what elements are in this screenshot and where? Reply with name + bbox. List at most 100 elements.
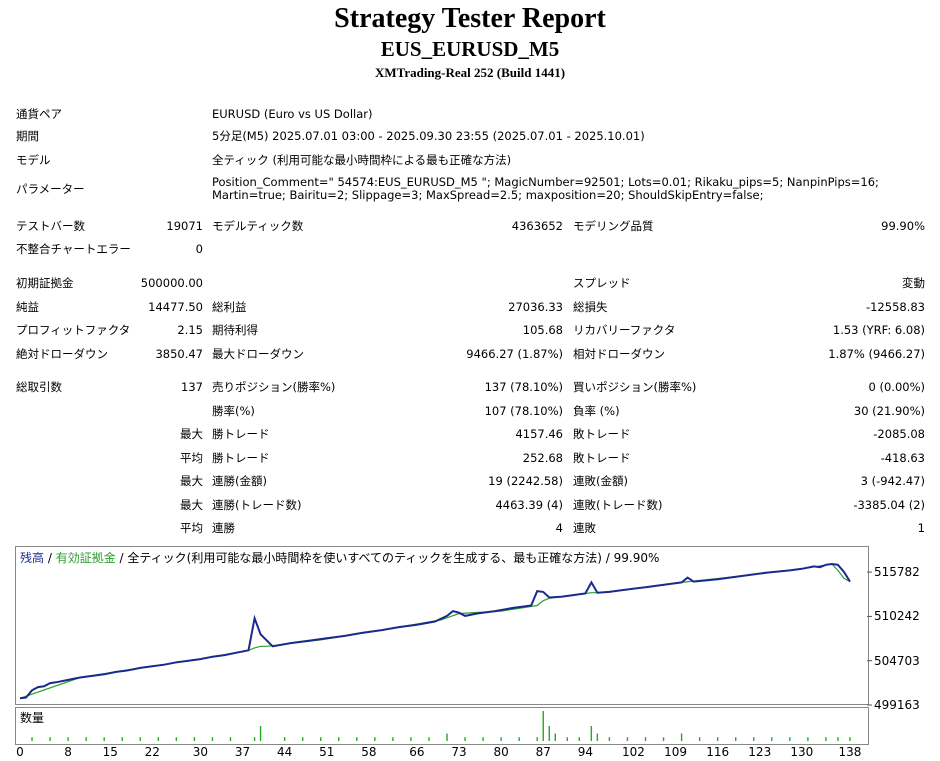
pf-label: プロフィットファクタ — [16, 323, 131, 337]
x-tick-label: 130 — [790, 745, 814, 759]
largest-win-label: 勝トレード — [212, 427, 270, 441]
gross-profit-label: 総利益 — [212, 300, 247, 314]
payoff-value: 105.68 — [522, 323, 563, 337]
cons-wins-amt-label: 連勝(金額) — [212, 474, 267, 488]
avg-loss-label: 敗トレード — [573, 451, 631, 465]
total-trades-value: 137 — [181, 380, 203, 394]
avg-cons-losses-label: 連敗 — [573, 521, 596, 535]
ticks-value: 4363652 — [511, 219, 563, 233]
recovery-value: 1.53 (YRF: 6.08) — [832, 323, 925, 337]
largest-loss-label: 敗トレード — [573, 427, 631, 441]
mismatch-value: 0 — [195, 242, 203, 256]
legend-model: 全ティック(利用可能な最小時間枠を使いすべてのティックを生成する、最も正確な方法… — [127, 551, 660, 565]
x-tick-label: 109 — [664, 745, 687, 759]
x-tick-label: 0 — [16, 745, 24, 759]
x-tick-label: 123 — [748, 745, 772, 759]
legend-equity: 有効証拠金 — [55, 551, 116, 565]
gross-loss-label: 総損失 — [573, 300, 608, 314]
cons-wins-amt-value: 19 (2242.58) — [488, 474, 563, 488]
x-tick-label: 102 — [622, 745, 645, 759]
avg-win-label: 勝トレード — [212, 451, 270, 465]
x-tick-label: 116 — [706, 745, 730, 759]
avg-loss-value: -418.63 — [880, 451, 925, 465]
avg-cons-wins-label: 連勝 — [212, 521, 235, 535]
bars-value: 19071 — [166, 219, 203, 233]
params-label: パラメーター — [16, 182, 85, 196]
long-value: 0 (0.00%) — [868, 380, 925, 394]
y-tick-label: 504703 — [874, 653, 920, 668]
cons-profit-value: 4463.39 (4) — [495, 498, 563, 512]
rel-dd-label: 相対ドローダウン — [573, 347, 665, 361]
mismatch-label: 不整合チャートエラー — [16, 242, 131, 256]
balance-chart-panel — [15, 546, 869, 705]
recovery-label: リカバリーファクタ — [573, 323, 676, 337]
report-subtitle: EUS_EURUSD_M5 — [380, 37, 560, 61]
ticks-label: モデルティック数 — [212, 219, 304, 233]
x-tick-label: 66 — [409, 745, 425, 759]
abs-dd-value: 3850.47 — [155, 347, 203, 361]
pair-label: 通貨ペア — [16, 107, 62, 121]
pair-value: EURUSD (Euro vs US Dollar) — [212, 107, 373, 121]
avg-label: 平均 — [180, 451, 203, 465]
params-value: Position_Comment=" 54574:EUS_EURUSD_M5 "… — [212, 175, 879, 202]
avg-cons-losses-value: 1 — [917, 521, 925, 535]
x-tick-label: 80 — [493, 745, 509, 759]
x-tick-label: 15 — [102, 745, 118, 759]
cons-losses-amt-label: 連敗(金額) — [573, 474, 628, 488]
x-tick-label: 30 — [192, 745, 209, 759]
quality-label: モデリング品質 — [573, 219, 654, 233]
deposit-value: 500000.00 — [140, 276, 203, 290]
model-label: モデル — [16, 153, 51, 167]
bars-label: テストバー数 — [16, 219, 85, 233]
cons-loss-label: 連敗(トレード数) — [573, 498, 663, 512]
period-value: 5分足(M5) 2025.07.01 03:00 - 2025.09.30 23… — [212, 129, 645, 143]
volume-label: 数量 — [20, 711, 45, 725]
x-tick-label: 87 — [535, 745, 551, 759]
cons-loss-value: -3385.04 (2) — [853, 498, 925, 512]
y-tick-label: 515782 — [874, 565, 920, 580]
lossrate-value: 30 (21.90%) — [853, 404, 925, 418]
total-trades-label: 総取引数 — [16, 380, 62, 394]
volume-chart-panel — [15, 707, 869, 745]
net-label: 純益 — [16, 300, 39, 314]
x-tick-label: 58 — [361, 745, 377, 759]
avg-label-2: 平均 — [180, 521, 203, 535]
x-tick-label: 138 — [838, 745, 862, 759]
x-tick-label: 51 — [319, 745, 335, 759]
legend-separator: / — [115, 551, 128, 565]
rel-dd-value: 1.87% (9466.27) — [828, 347, 925, 361]
payoff-label: 期待利得 — [212, 323, 258, 337]
gross-profit-value: 27036.33 — [508, 300, 563, 314]
abs-dd-label: 絶対ドローダウン — [16, 347, 108, 361]
max-label-3: 最大 — [180, 498, 203, 512]
legend-balance: 残高 — [20, 551, 45, 565]
spread-value: 変動 — [902, 276, 925, 290]
model-value: 全ティック (利用可能な最小時間枠による最も正確な方法) — [212, 153, 512, 167]
cons-losses-amt-value: 3 (-942.47) — [860, 474, 925, 488]
long-label: 買いポジション(勝率%) — [573, 380, 697, 394]
max-dd-label: 最大ドローダウン — [212, 347, 304, 361]
x-tick-label: 94 — [577, 745, 593, 759]
x-tick-label: 44 — [276, 745, 293, 759]
x-tick-label: 37 — [234, 745, 251, 759]
winrate-value: 107 (78.10%) — [484, 404, 563, 418]
max-dd-value: 9466.27 (1.87%) — [466, 347, 563, 361]
winrate-label: 勝率(%) — [212, 404, 255, 418]
short-value: 137 (78.10%) — [484, 380, 563, 394]
legend-separator: / — [44, 551, 56, 565]
avg-cons-wins-value: 4 — [555, 521, 563, 535]
max-label-2: 最大 — [180, 474, 203, 488]
max-label: 最大 — [180, 427, 203, 441]
x-tick-label: 22 — [144, 745, 160, 759]
x-tick-label: 8 — [64, 745, 72, 759]
gross-loss-value: -12558.83 — [865, 300, 925, 314]
pf-value: 2.15 — [177, 323, 203, 337]
report-title: Strategy Tester Report — [334, 3, 606, 34]
cons-profit-label: 連勝(トレード数) — [212, 498, 302, 512]
largest-win-value: 4157.46 — [515, 427, 563, 441]
net-value: 14477.50 — [148, 300, 203, 314]
largest-loss-value: -2085.08 — [873, 427, 925, 441]
deposit-label: 初期証拠金 — [16, 276, 74, 290]
y-tick-label: 510242 — [874, 609, 920, 624]
x-tick-label: 73 — [451, 745, 467, 759]
